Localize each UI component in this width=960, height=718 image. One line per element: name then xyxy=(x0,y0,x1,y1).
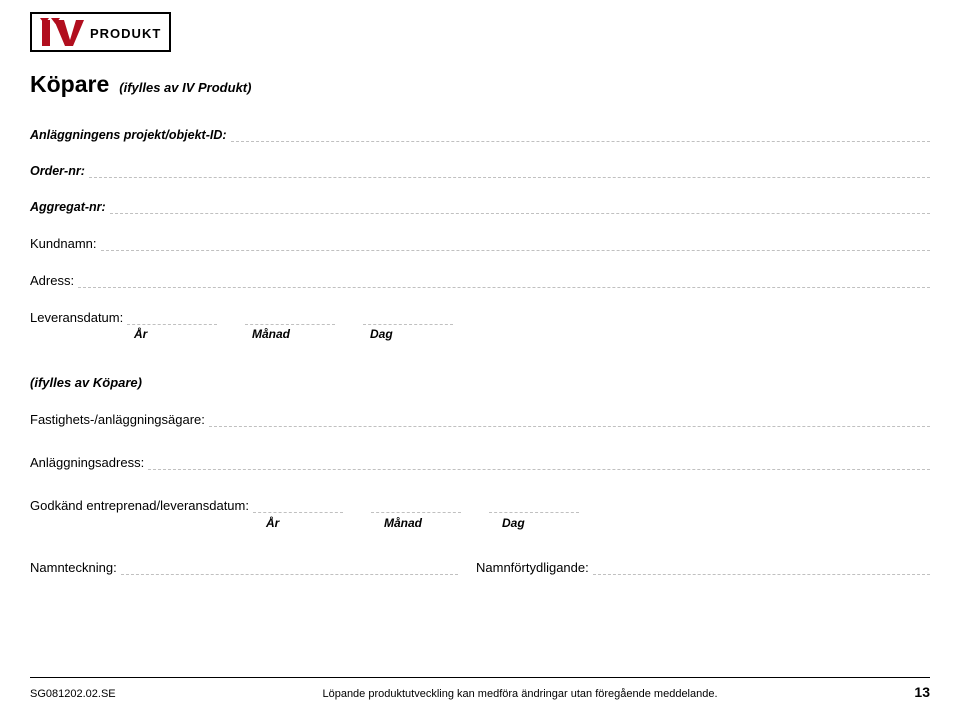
input-line-kundnamn[interactable] xyxy=(101,239,931,251)
input-line-adress[interactable] xyxy=(78,276,930,288)
input-line-day[interactable] xyxy=(363,313,453,325)
label-namnfortydligande: Namnförtydligande: xyxy=(476,560,593,575)
page-root: PRODUKT Köpare (ifylles av IV Produkt) A… xyxy=(0,0,960,718)
footer-row: SG081202.02.SE Löpande produktutveckling… xyxy=(30,684,930,700)
label-adress: Adress: xyxy=(30,273,78,288)
label-projekt: Anläggningens projekt/objekt-ID: xyxy=(30,128,231,142)
sublabel-godkand-day: Dag xyxy=(502,516,525,530)
input-line-godkand-month[interactable] xyxy=(371,501,461,513)
label-namnteckning: Namnteckning: xyxy=(30,560,121,575)
field-kundnamn: Kundnamn: xyxy=(30,236,930,251)
logo-inner: PRODUKT xyxy=(40,18,161,48)
input-line-godkand-year[interactable] xyxy=(253,501,343,513)
input-line-order[interactable] xyxy=(89,166,930,178)
footer-disclaimer: Löpande produktutveckling kan medföra än… xyxy=(150,688,890,700)
field-projekt: Anläggningens projekt/objekt-ID: xyxy=(30,128,930,142)
field-fastighets: Fastighets-/anläggningsägare: xyxy=(30,412,930,427)
label-anlaggning: Anläggningsadress: xyxy=(30,455,148,470)
title-row: Köpare (ifylles av IV Produkt) xyxy=(30,71,930,98)
field-order: Order-nr: xyxy=(30,164,930,178)
label-aggregat: Aggregat-nr: xyxy=(30,200,110,214)
field-leveransdatum: Leveransdatum: År Månad Dag xyxy=(30,310,930,341)
input-line-fastighets[interactable] xyxy=(209,415,930,427)
page-subtitle: (ifylles av IV Produkt) xyxy=(119,80,251,95)
input-line-aggregat[interactable] xyxy=(110,202,930,214)
iv-logo-icon xyxy=(40,18,84,48)
logo-box: PRODUKT xyxy=(30,12,171,52)
field-anlaggning: Anläggningsadress: xyxy=(30,455,930,470)
footer: SG081202.02.SE Löpande produktutveckling… xyxy=(30,677,930,700)
input-line-year[interactable] xyxy=(127,313,217,325)
sublabel-year: År xyxy=(134,327,252,341)
input-line-godkand-day[interactable] xyxy=(489,501,579,513)
input-line-anlaggning[interactable] xyxy=(148,458,930,470)
label-kundnamn: Kundnamn: xyxy=(30,236,101,251)
input-line-namnteckning[interactable] xyxy=(121,563,458,575)
sublabel-month: Månad xyxy=(252,327,370,341)
footer-page-number: 13 xyxy=(890,684,930,700)
field-aggregat: Aggregat-nr: xyxy=(30,200,930,214)
form-area-ivprodukt: Anläggningens projekt/objekt-ID: Order-n… xyxy=(30,128,930,341)
label-order: Order-nr: xyxy=(30,164,89,178)
field-godkand: Godkänd entreprenad/leveransdatum: År Må… xyxy=(30,498,930,530)
footer-doc-id: SG081202.02.SE xyxy=(30,688,150,700)
buyer-section-heading: (ifylles av Köpare) xyxy=(30,375,930,390)
label-leveransdatum: Leveransdatum: xyxy=(30,310,127,325)
label-fastighets: Fastighets-/anläggningsägare: xyxy=(30,412,209,427)
input-line-month[interactable] xyxy=(245,313,335,325)
sublabel-day: Dag xyxy=(370,327,393,341)
input-line-projekt[interactable] xyxy=(231,130,930,142)
sublabel-godkand-month: Månad xyxy=(384,516,502,530)
spacer xyxy=(30,516,266,530)
logo-text: PRODUKT xyxy=(90,26,161,41)
spacer xyxy=(30,327,134,341)
input-line-namnfortydligande[interactable] xyxy=(593,563,930,575)
footer-rule xyxy=(30,677,930,678)
signature-row: Namnteckning: Namnförtydligande: xyxy=(30,560,930,575)
page-title: Köpare xyxy=(30,71,109,98)
sublabel-godkand-year: År xyxy=(266,516,384,530)
field-adress: Adress: xyxy=(30,273,930,288)
label-godkand: Godkänd entreprenad/leveransdatum: xyxy=(30,498,253,513)
